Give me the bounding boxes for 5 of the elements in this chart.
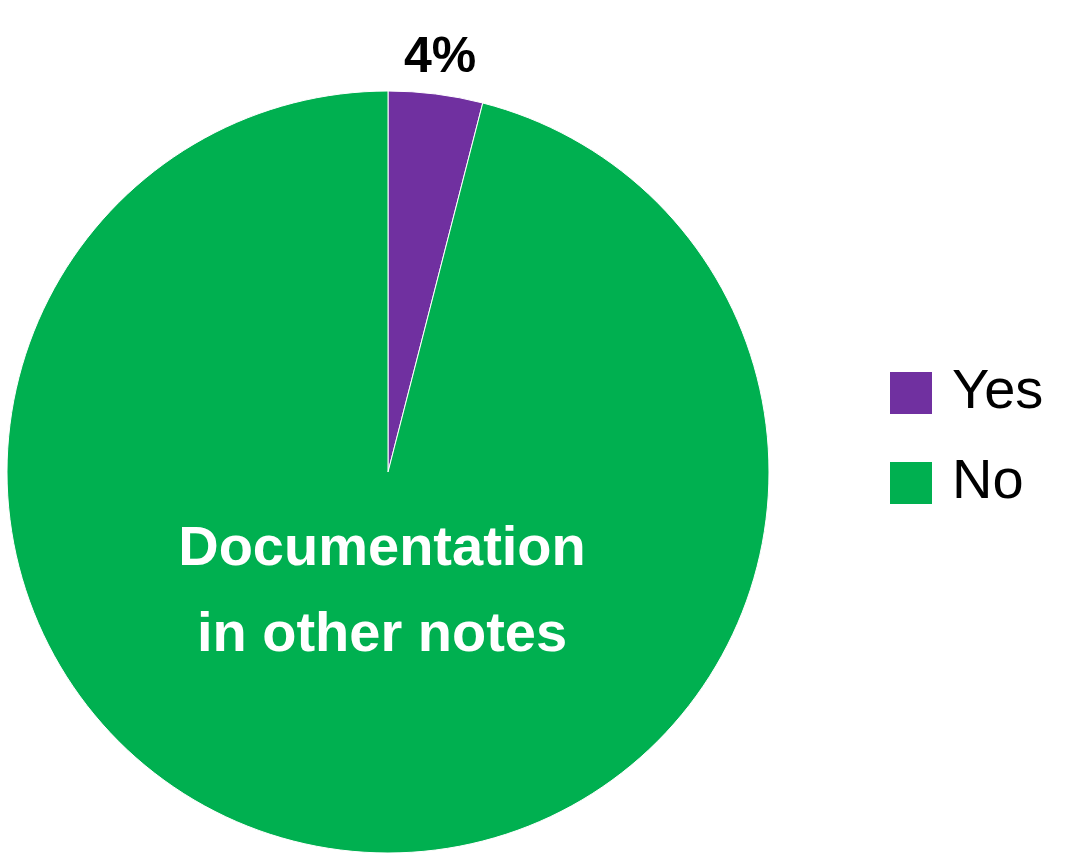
text: Documentation in other notes bbox=[178, 513, 586, 663]
legend-label: No bbox=[952, 446, 1024, 510]
legend-label: Yes bbox=[952, 356, 1044, 420]
data-label: 4% bbox=[404, 27, 477, 84]
pie-slice bbox=[6, 90, 770, 853]
